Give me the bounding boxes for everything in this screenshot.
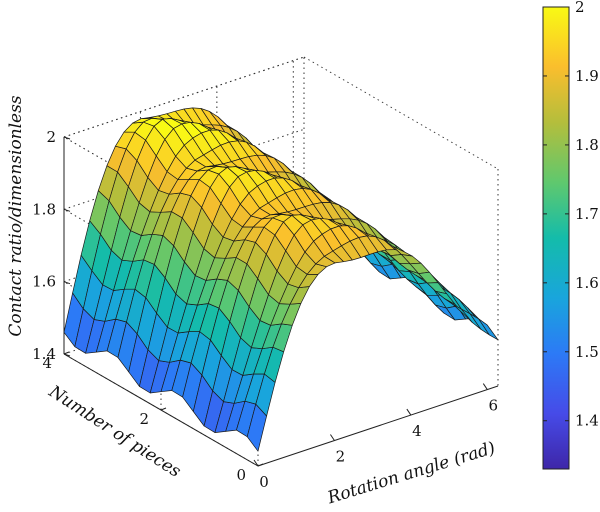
colorbar-tick-label: 1.5	[575, 343, 599, 361]
y-tick-label: 0	[236, 466, 246, 484]
colorbar: 1.4 1.5 1.6 1.7 1.8 1.9 2	[542, 0, 599, 470]
x-axis-label: Rotation angle (rad)	[324, 438, 497, 508]
axes: 1.4 1.6 1.8 2 0 2 4 0 2 4 6	[32, 128, 499, 491]
colorbar-tick-label: 1.9	[575, 67, 599, 85]
x-tick-label: 2	[336, 448, 346, 466]
z-tick-label: 1.4	[32, 345, 56, 363]
colorbar-tick-label: 2	[575, 0, 585, 16]
surface-plot	[63, 107, 499, 452]
z-axis-label: Contact ratio/dimensionless	[6, 95, 26, 336]
colorbar-tick-label: 1.8	[575, 136, 599, 154]
colorbar-tick-label: 1.6	[575, 274, 599, 292]
x-tick-label: 0	[259, 473, 269, 491]
z-tick-label: 2	[46, 128, 56, 146]
colorbar-tick-label: 1.7	[575, 205, 599, 223]
y-axis-label: Number of pieces	[44, 381, 184, 482]
z-tick-label: 1.8	[32, 200, 56, 218]
y-tick-label: 4	[42, 354, 52, 372]
x-tick-label: 6	[489, 397, 499, 415]
x-tick-label: 4	[412, 422, 422, 440]
colorbar-ticks: 1.4 1.5 1.6 1.7 1.8 1.9 2	[543, 0, 599, 430]
y-tick-label: 2	[139, 410, 149, 428]
colorbar-gradient	[542, 6, 570, 470]
z-tick-label: 1.6	[32, 273, 56, 291]
surface-patch	[478, 318, 499, 341]
colorbar-tick-label: 1.4	[575, 412, 599, 430]
